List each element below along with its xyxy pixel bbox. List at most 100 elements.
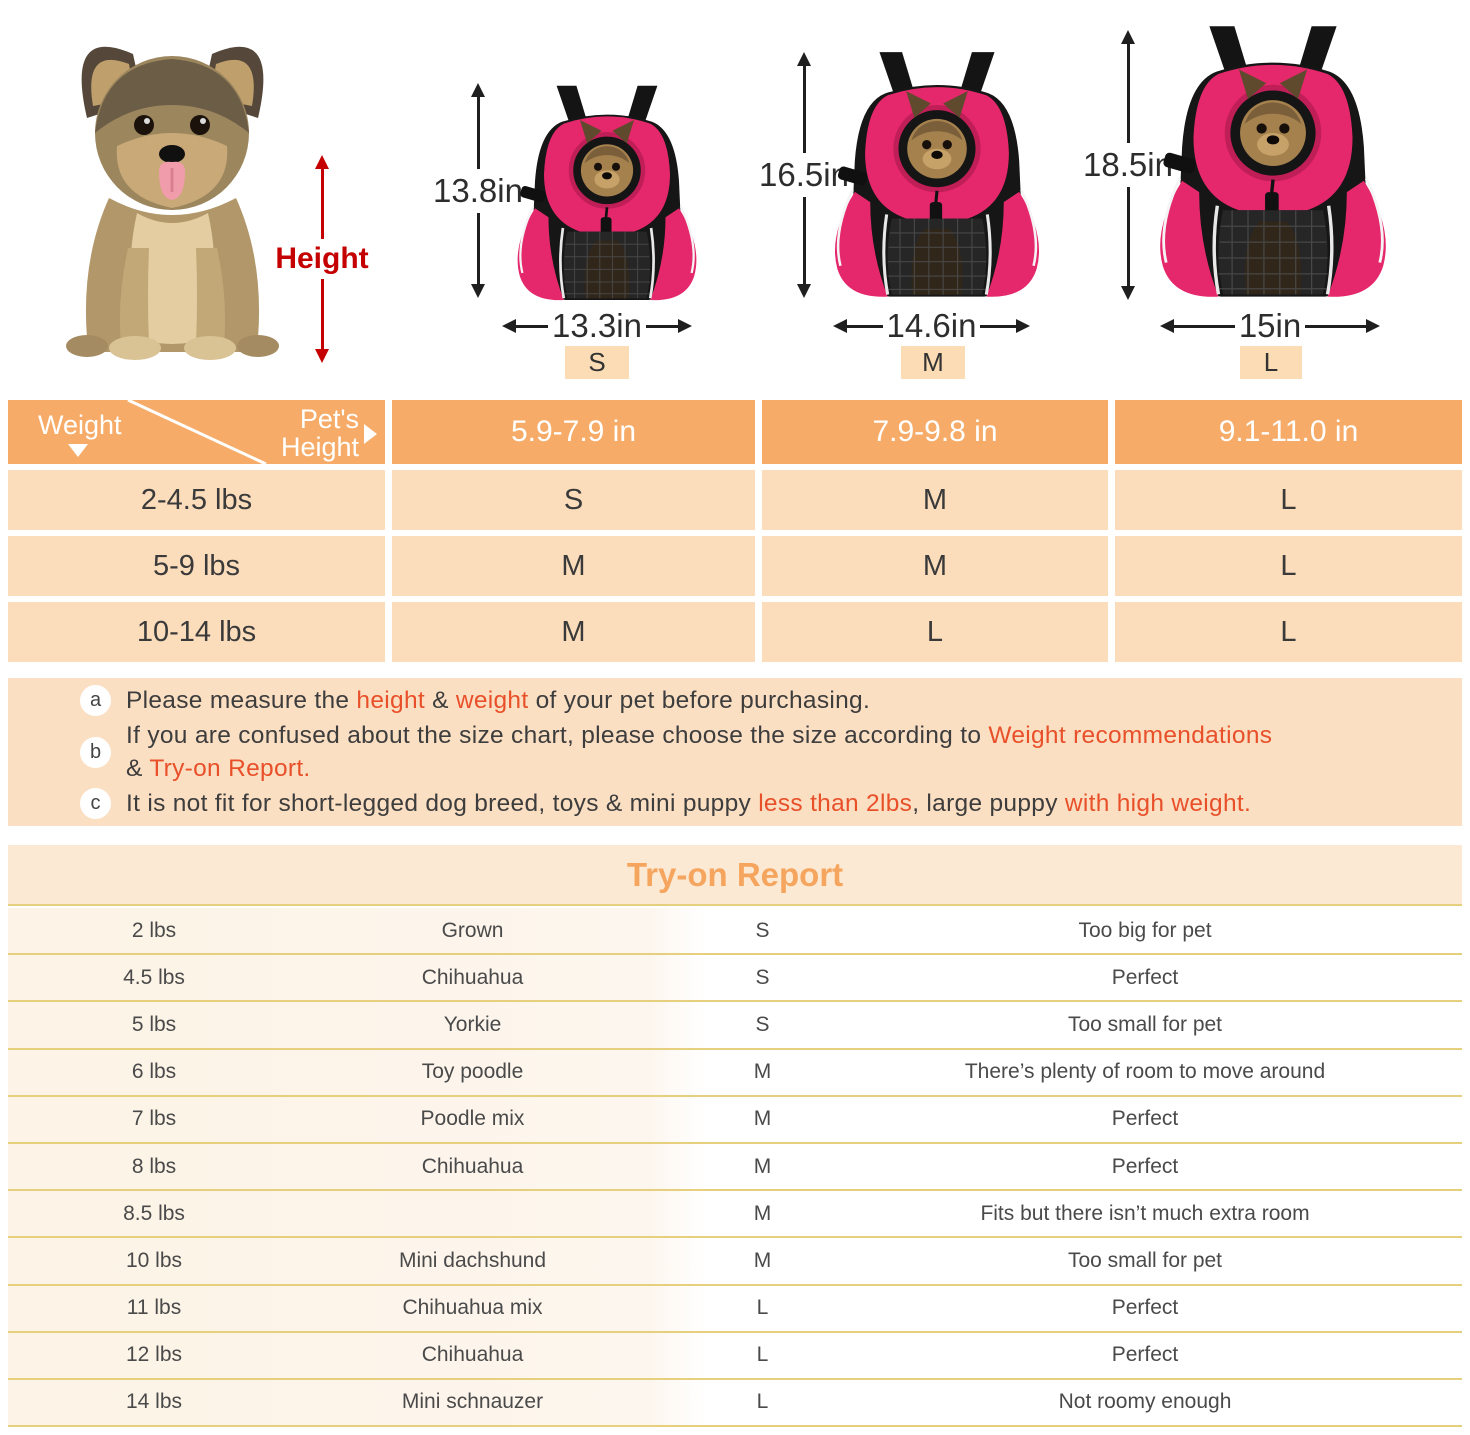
tryon-row: 8 lbs Chihuahua M Perfect [8,1143,1462,1192]
size-table-col-header: 5.9-7.9 in [392,400,755,464]
tryon-weight: 7 lbs [131,1107,177,1131]
size-table-corner-header: Weight Pet's Height [8,400,385,464]
size-s-width-measure: 13.3in [502,307,693,344]
tryon-row: 12 lbs Chihuahua L Perfect [8,1332,1462,1380]
size-value-cell: L [1115,602,1462,662]
tryon-weight: 5 lbs [131,1012,177,1036]
tryon-comment: Not roomy enough [1058,1390,1232,1414]
note-badge: a [80,684,111,716]
note-text: If you are confused about the size chart… [126,721,1273,782]
tryon-report-title: Try-on Report [8,845,1462,906]
tryon-row: 14 lbs Mini schnauzer L Not roomy enough [8,1379,1462,1428]
tryon-row: 8.5 lbs M Fits but there isn’t much extra … [8,1191,1462,1239]
tryon-size: M [753,1201,772,1225]
pet-height-label: Height [275,242,369,275]
weight-range-cell: 10-14 lbs [8,602,385,662]
arrow-down-icon [1072,187,1184,300]
tryon-comment: Perfect [1111,1343,1179,1367]
size-l-width-value: 15in [1238,307,1302,344]
tryon-weight: 4.5 lbs [123,965,185,989]
tryon-size: L [756,1390,769,1414]
tryon-comment: Perfect [1111,965,1179,989]
arrow-left-icon [833,319,847,333]
dog-photo [66,46,279,360]
size-value-cell: S [392,470,755,530]
tryon-breed: Yorkie [443,1012,502,1036]
tryon-breed: Mini dachshund [398,1248,547,1272]
tryon-weight: 10 lbs [125,1248,183,1272]
tryon-row: 5 lbs Yorkie S Too small for pet [8,1002,1462,1050]
height-right-arrow-icon [364,424,377,444]
purchase-notes-panel: a Please measure the height & weight of y… [8,678,1462,826]
tryon-size: S [755,1012,770,1036]
tryon-size: L [756,1343,769,1367]
note-item: a Please measure the height & weight of y… [8,684,1462,717]
tryon-breed: Poodle mix [420,1107,525,1131]
tryon-breed: Grown [441,918,504,942]
size-l-backpack-image [1148,24,1398,308]
size-table-col-header: 9.1-11.0 in [1115,400,1462,464]
size-m-backpack-image [824,50,1050,307]
size-l-width-measure: 15in [1160,307,1381,344]
tryon-size: S [755,965,770,989]
tryon-row: 6 lbs Toy poodle M There’s plenty of room t… [8,1049,1462,1097]
note-item: b If you are confused about the size char… [8,719,1462,785]
size-l-height-measure: 18.5in [1072,30,1184,300]
size-m-height-value: 16.5in [759,156,849,193]
weight-down-arrow-icon [68,444,88,457]
tryon-comment: Too small for pet [1067,1248,1223,1272]
size-s-height-value: 13.8in [433,171,523,209]
arrow-up-icon [1072,30,1184,143]
tryon-comment: Perfect [1111,1296,1179,1320]
tryon-breed: Chihuahua [421,1154,524,1178]
tryon-row: 11 lbs Chihuahua mix L Perfect [8,1285,1462,1333]
tryon-comment: Perfect [1111,1154,1179,1178]
note-item: c It is not fit for short-legged dog bree… [8,787,1462,820]
size-value-cell: L [1115,470,1462,530]
arrow-up-icon [748,52,860,153]
tryon-row: 2 lbs Grown S Too big for pet [8,908,1462,956]
tryon-breed: Chihuahua [421,965,524,989]
size-s-width-value: 13.3in [552,307,642,344]
note-text: It is not fit for short-legged dog breed… [126,790,1252,817]
size-recommendation-table: Weight Pet's Height 5.9-7.9 in 7.9-9.8 in… [8,400,1462,662]
size-value-cell: M [762,536,1108,596]
tryon-breed: Chihuahua mix [402,1296,543,1320]
tryon-weight: 2 lbs [131,918,177,942]
size-s-height-measure: 13.8in [422,83,534,298]
size-m-chip: M [901,346,965,379]
tryon-row: 4.5 lbs Chihuahua S Perfect [8,955,1462,1003]
tryon-size: L [756,1296,769,1320]
arrow-up-icon [267,155,377,239]
tryon-report-table: 2 lbs Grown S Too big for pet 4.5 lbs Chihuah… [8,908,1462,1428]
arrow-up-icon [422,83,534,169]
size-l-chip: L [1240,346,1302,379]
size-l-height-value: 18.5in [1083,146,1173,183]
size-m-height-measure: 16.5in [748,52,860,298]
size-table-col-header: 7.9-9.8 in [762,400,1108,464]
weight-range-cell: 2-4.5 lbs [8,470,385,530]
size-value-cell: M [392,602,755,662]
size-s-backpack-image [508,84,706,309]
tryon-row: 10 lbs Mini dachshund M Too small for pet [8,1238,1462,1286]
tryon-comment: Perfect [1111,1107,1179,1131]
corner-weight-label: Weight [38,410,122,440]
pet-height-arrow: Height [267,155,377,363]
tryon-weight: 11 lbs [126,1296,182,1320]
size-value-cell: M [392,536,755,596]
arrow-right-icon [678,319,693,333]
tryon-size: S [755,918,770,942]
arrow-right-icon [1016,319,1031,333]
size-value-cell: M [762,470,1108,530]
tryon-weight: 14 lbs [125,1390,183,1414]
size-value-cell: L [762,602,1108,662]
tryon-comment: Too big for pet [1078,918,1212,942]
note-badge: c [80,788,111,820]
size-m-width-value: 14.6in [886,307,977,344]
tryon-comment: There’s plenty of room to move around [964,1060,1326,1084]
tryon-size: M [753,1154,772,1178]
tryon-weight: 12 lbs [125,1343,183,1367]
arrow-left-icon [502,319,516,333]
note-badge: b [80,736,111,768]
size-s-chip: S [565,346,629,379]
